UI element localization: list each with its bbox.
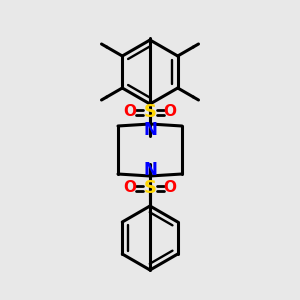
Text: N: N [143,161,157,179]
Text: S: S [143,179,157,197]
Text: O: O [124,104,136,119]
Text: N: N [143,121,157,139]
Text: S: S [143,103,157,121]
Text: O: O [124,181,136,196]
Text: O: O [164,181,176,196]
Text: O: O [164,104,176,119]
